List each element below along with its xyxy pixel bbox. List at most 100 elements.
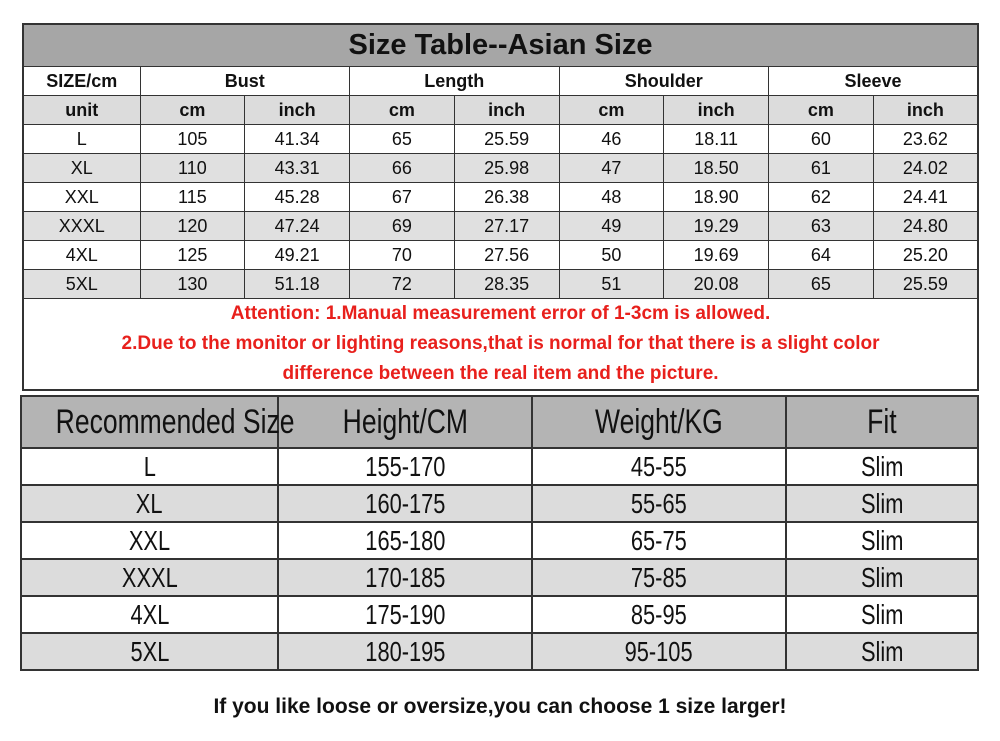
value-cell: 130 bbox=[139, 269, 246, 299]
unit-cell: cm bbox=[558, 95, 665, 125]
cell-value: 155-170 bbox=[364, 450, 446, 482]
value-cell: 28.35 bbox=[453, 269, 560, 299]
attention-row: Attention: 1.Manual measurement error of… bbox=[22, 298, 979, 391]
value-cell: 45.28 bbox=[244, 182, 350, 212]
table-cell: Slim bbox=[785, 447, 979, 486]
table-cell: XL bbox=[20, 484, 279, 523]
header-row: SIZE/cm Bust Length Shoulder Sleeve bbox=[22, 66, 979, 96]
table-cell: 5XL bbox=[20, 632, 279, 671]
attention-line: difference between the real item and the… bbox=[282, 363, 719, 384]
table-cell: Slim bbox=[785, 632, 979, 671]
cell-value: 4XL bbox=[130, 598, 169, 630]
unit-cell: inch bbox=[663, 95, 769, 125]
cell-value: 55-65 bbox=[631, 487, 687, 519]
table-cell: 175-190 bbox=[277, 595, 533, 634]
value-cell: 105 bbox=[139, 124, 246, 154]
cell-value: Slim bbox=[860, 598, 904, 630]
value-cell: 70 bbox=[349, 240, 455, 270]
table-cell: 85-95 bbox=[531, 595, 787, 634]
attention-line: 2.Due to the monitor or lighting reasons… bbox=[121, 333, 880, 354]
cell-value: XXXL bbox=[121, 561, 178, 593]
value-cell: 47 bbox=[558, 153, 665, 183]
value-cell: 41.34 bbox=[244, 124, 350, 154]
cell-value: 45-55 bbox=[631, 450, 687, 482]
table-row: XL 110 43.31 66 25.98 47 18.50 61 24.02 bbox=[22, 153, 979, 183]
table-cell: 170-185 bbox=[277, 558, 533, 597]
cell-value: Slim bbox=[860, 561, 904, 593]
value-cell: 115 bbox=[139, 182, 246, 212]
value-cell: 51.18 bbox=[244, 269, 350, 299]
cell-value: Slim bbox=[860, 450, 904, 482]
value-cell: 18.90 bbox=[663, 182, 769, 212]
value-cell: 60 bbox=[768, 124, 874, 154]
table-cell: XXL bbox=[20, 521, 279, 560]
table-row: L 105 41.34 65 25.59 46 18.11 60 23.62 bbox=[22, 124, 979, 154]
table-row: XXXL 170-185 75-85 Slim bbox=[20, 558, 979, 597]
value-cell: 27.17 bbox=[453, 211, 560, 241]
table-cell: 4XL bbox=[20, 595, 279, 634]
header-length: Length bbox=[349, 66, 560, 96]
value-cell: 20.08 bbox=[663, 269, 769, 299]
header-cell: Fit bbox=[785, 395, 979, 449]
table-cell: Slim bbox=[785, 521, 979, 560]
cell-value: 85-95 bbox=[631, 598, 687, 630]
value-cell: 49.21 bbox=[244, 240, 350, 270]
value-cell: 63 bbox=[768, 211, 874, 241]
unit-cell: unit bbox=[22, 95, 141, 125]
value-cell: 62 bbox=[768, 182, 874, 212]
table-row: 5XL 130 51.18 72 28.35 51 20.08 65 25.59 bbox=[22, 269, 979, 299]
value-cell: 47.24 bbox=[244, 211, 350, 241]
header-cell: Recommended Size bbox=[20, 395, 294, 449]
header-sleeve: Sleeve bbox=[768, 66, 979, 96]
header-label: Height/CM bbox=[342, 402, 468, 441]
value-cell: 24.80 bbox=[872, 211, 979, 241]
value-cell: 18.50 bbox=[663, 153, 769, 183]
table-cell: 180-195 bbox=[277, 632, 533, 671]
value-cell: 19.69 bbox=[663, 240, 769, 270]
table-cell: Slim bbox=[785, 558, 979, 597]
value-cell: 27.56 bbox=[453, 240, 560, 270]
unit-cell: cm bbox=[139, 95, 246, 125]
unit-cell: cm bbox=[349, 95, 455, 125]
value-cell: 26.38 bbox=[453, 182, 560, 212]
cell-value: 180-195 bbox=[364, 635, 446, 667]
header-row: Recommended Size Height/CM Weight/KG Fit bbox=[20, 395, 979, 449]
table-row: 4XL 125 49.21 70 27.56 50 19.69 64 25.20 bbox=[22, 240, 979, 270]
table-cell: 65-75 bbox=[531, 521, 787, 560]
table-cell: L bbox=[20, 447, 279, 486]
size-cell: 5XL bbox=[22, 269, 141, 299]
cell-value: 175-190 bbox=[364, 598, 446, 630]
value-cell: 120 bbox=[139, 211, 246, 241]
unit-cell: inch bbox=[872, 95, 979, 125]
header-shoulder: Shoulder bbox=[558, 66, 769, 96]
table-row: XXXL 120 47.24 69 27.17 49 19.29 63 24.80 bbox=[22, 211, 979, 241]
table-cell: 75-85 bbox=[531, 558, 787, 597]
table-title: Size Table--Asian Size bbox=[22, 23, 979, 67]
value-cell: 125 bbox=[139, 240, 246, 270]
value-cell: 50 bbox=[558, 240, 665, 270]
value-cell: 43.31 bbox=[244, 153, 350, 183]
value-cell: 69 bbox=[349, 211, 455, 241]
value-cell: 110 bbox=[139, 153, 246, 183]
table-row: 4XL 175-190 85-95 Slim bbox=[20, 595, 979, 634]
value-cell: 51 bbox=[558, 269, 665, 299]
value-cell: 46 bbox=[558, 124, 665, 154]
table-row: L 155-170 45-55 Slim bbox=[20, 447, 979, 486]
cell-value: Slim bbox=[860, 487, 904, 519]
value-cell: 24.02 bbox=[872, 153, 979, 183]
cell-value: Slim bbox=[860, 524, 904, 556]
table-cell: 165-180 bbox=[277, 521, 533, 560]
table-cell: 95-105 bbox=[531, 632, 787, 671]
unit-cell: inch bbox=[453, 95, 560, 125]
value-cell: 67 bbox=[349, 182, 455, 212]
cell-value: 170-185 bbox=[364, 561, 446, 593]
table-row: XXL 115 45.28 67 26.38 48 18.90 62 24.41 bbox=[22, 182, 979, 212]
table-cell: XXXL bbox=[20, 558, 279, 597]
cell-value: 95-105 bbox=[624, 635, 694, 667]
unit-row: unit cm inch cm inch cm inch cm inch bbox=[22, 95, 979, 125]
header-cell: Weight/KG bbox=[531, 395, 787, 449]
header-label: Fit bbox=[867, 402, 897, 441]
attention-line: Attention: 1.Manual measurement error of… bbox=[230, 303, 771, 324]
value-cell: 65 bbox=[349, 124, 455, 154]
table-cell: 160-175 bbox=[277, 484, 533, 523]
